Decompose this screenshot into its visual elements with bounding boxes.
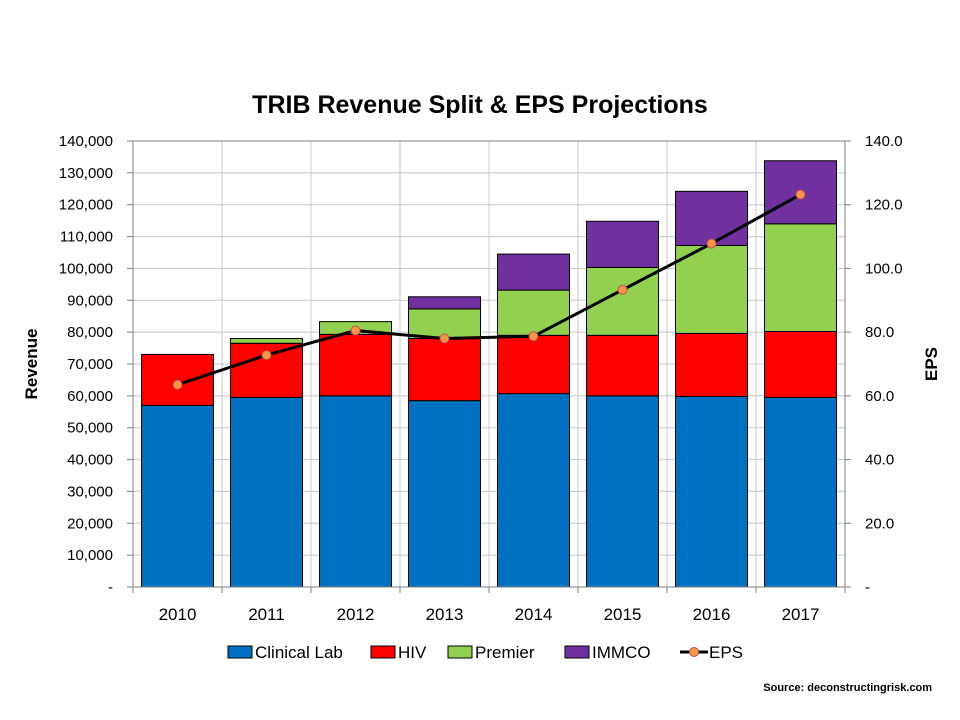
eps-point-2012: [350, 325, 361, 336]
x-tick-label: 2013: [426, 605, 464, 624]
bar-hiv-2017: [764, 331, 837, 398]
y-tick-label: 100,000: [59, 260, 113, 277]
x-tick-label: 2012: [337, 605, 375, 624]
bar-clinical-lab-2012: [319, 395, 392, 588]
bar-clinical-lab-2016: [675, 395, 748, 588]
eps-point-2013: [439, 333, 450, 344]
legend-swatch-immco: [564, 645, 590, 659]
bar-clinical-lab-2017: [764, 396, 837, 588]
y2-tick-label: 120.0: [865, 197, 903, 214]
bar-clinical-lab-2015: [586, 395, 659, 588]
y-tick-label: 120,000: [59, 197, 113, 214]
source-credit: Source: deconstructingrisk.com: [763, 682, 932, 694]
legend-label-clinical-lab: Clinical Lab: [255, 643, 343, 662]
bar-hiv-2012: [319, 333, 392, 397]
y2-tick-label: -: [865, 579, 870, 596]
x-tick-label: 2017: [782, 605, 820, 624]
x-tick-label: 2014: [515, 605, 553, 624]
y-tick-label: 20,000: [67, 515, 113, 532]
y-axis-label: Revenue: [22, 329, 41, 400]
chart-title: TRIB Revenue Split & EPS Projections: [252, 91, 708, 119]
y-tick-label: 70,000: [67, 356, 113, 373]
bar-immco-2013: [408, 296, 481, 310]
y2-tick-label: 60.0: [865, 388, 894, 405]
legend-swatch-premier: [447, 645, 473, 659]
bar-clinical-lab-2010: [141, 404, 214, 588]
y2-tick-label: 40.0: [865, 452, 894, 469]
bar-premier-2011: [230, 338, 303, 344]
y-tick-label: 90,000: [67, 292, 113, 309]
eps-point-2011: [261, 350, 272, 361]
y-tick-label: 130,000: [59, 165, 113, 182]
x-tick-label: 2016: [693, 605, 731, 624]
bar-hiv-2015: [586, 334, 659, 397]
y2-tick-label: 140.0: [865, 133, 903, 150]
eps-line: [177, 193, 802, 387]
y-tick-label: 30,000: [67, 483, 113, 500]
bar-immco-2015: [586, 220, 659, 268]
y-tick-label: 110,000: [60, 229, 113, 246]
legend-marker-eps: [689, 647, 699, 657]
bar-premier-2016: [675, 244, 748, 334]
bar-clinical-lab-2014: [497, 393, 570, 588]
bar-immco-2016: [675, 190, 748, 246]
y2-tick-label: 80.0: [865, 324, 894, 341]
bar-hiv-2013: [408, 338, 481, 402]
y2-tick-label: 20.0: [865, 515, 894, 532]
bar-clinical-lab-2011: [230, 396, 303, 588]
eps-point-2017: [795, 189, 806, 200]
y-tick-label: -: [108, 579, 113, 596]
eps-point-2014: [528, 331, 539, 342]
eps-point-2016: [706, 238, 717, 249]
y-tick-label: 50,000: [67, 420, 113, 437]
bar-clinical-lab-2013: [408, 400, 481, 588]
eps-point-2010: [172, 379, 183, 390]
y-tick-label: 60,000: [67, 388, 113, 405]
legend-swatch-clinical-lab: [227, 645, 253, 659]
y-tick-label: 80,000: [67, 324, 113, 341]
y-tick-label: 10,000: [67, 547, 113, 564]
legend-label-eps: EPS: [709, 643, 743, 662]
x-tick-label: 2015: [604, 605, 642, 624]
eps-point-2015: [617, 284, 628, 295]
legend-label-hiv: HIV: [398, 643, 427, 662]
bar-hiv-2014: [497, 334, 570, 395]
legend-label-premier: Premier: [475, 643, 535, 662]
plot-border: [132, 140, 846, 588]
legend: Clinical Lab HIV Premier IMMCO EPS: [227, 643, 743, 662]
legend-label-immco: IMMCO: [592, 643, 651, 662]
bar-immco-2014: [497, 253, 570, 291]
legend-swatch-hiv: [370, 645, 396, 659]
bar-premier-2014: [497, 289, 570, 336]
y-tick-label: 40,000: [67, 452, 113, 469]
y2-tick-label: 100.0: [865, 260, 903, 277]
y-tick-label: 140,000: [59, 133, 113, 150]
x-tick-label: 2011: [248, 605, 285, 624]
x-tick-label: 2010: [159, 605, 197, 624]
bar-premier-2017: [764, 223, 837, 333]
bar-hiv-2016: [675, 332, 748, 397]
y2-axis-label: EPS: [922, 347, 941, 381]
